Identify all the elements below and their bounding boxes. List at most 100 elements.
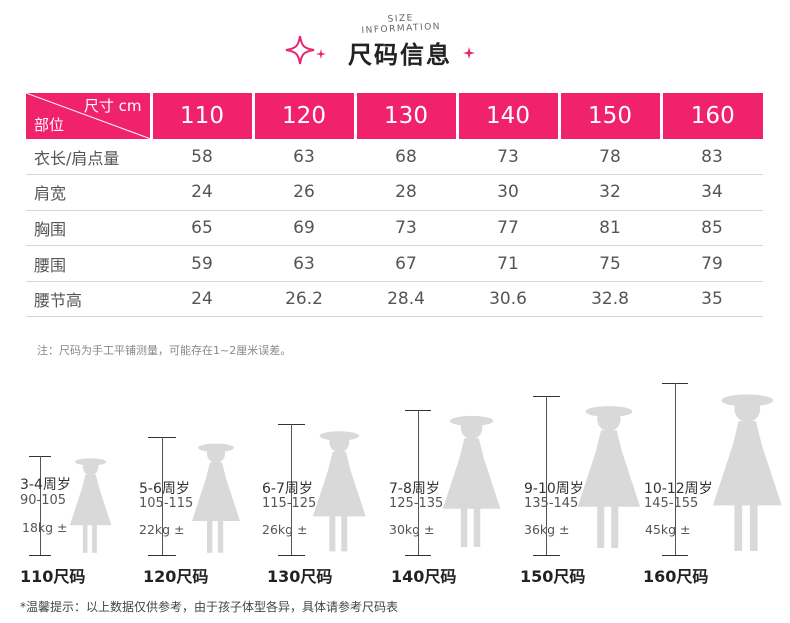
row-label: 肩宽 bbox=[26, 174, 151, 211]
age-label: 5-6周岁 bbox=[139, 481, 190, 497]
table-cell: 65 bbox=[151, 210, 253, 247]
height-marker-bottom bbox=[148, 555, 176, 556]
size-column-header: 130 bbox=[355, 93, 459, 139]
height-marker-line bbox=[291, 424, 292, 556]
table-cell: 77 bbox=[457, 210, 559, 247]
table-cell: 32.8 bbox=[559, 281, 661, 318]
size-column-header: 110 bbox=[151, 93, 255, 139]
row-label: 衣长/肩点量 bbox=[26, 139, 151, 176]
weight-label: 26kg ± bbox=[262, 522, 308, 537]
size-column-header: 140 bbox=[457, 93, 561, 139]
size-label: 150尺码 bbox=[520, 567, 586, 586]
table-cell: 58 bbox=[151, 139, 253, 176]
height-marker-bottom bbox=[29, 555, 51, 556]
table-cell: 73 bbox=[355, 210, 457, 247]
table-cell: 35 bbox=[661, 281, 763, 318]
size-column-header: 120 bbox=[253, 93, 357, 139]
row-label: 胸围 bbox=[26, 210, 151, 247]
table-cell: 75 bbox=[559, 245, 661, 282]
table-cell: 24 bbox=[151, 174, 253, 211]
table-cell: 83 bbox=[661, 139, 763, 176]
table-cell: 63 bbox=[253, 139, 355, 176]
table-cell: 26.2 bbox=[253, 281, 355, 318]
sparkle-icon bbox=[463, 47, 475, 59]
table-row: 胸围 65 69 73 77 81 85 bbox=[26, 210, 763, 247]
height-range-label: 145-155 bbox=[644, 496, 699, 511]
height-marker-line bbox=[675, 383, 676, 556]
height-marker-bottom bbox=[405, 555, 431, 556]
corner-part-label: 部位 bbox=[34, 116, 65, 134]
row-label: 腰节高 bbox=[26, 281, 151, 318]
table-cell: 34 bbox=[661, 174, 763, 211]
table-row: 腰节高 24 26.2 28.4 30.6 32.8 35 bbox=[26, 281, 763, 318]
table-cell: 30.6 bbox=[457, 281, 559, 318]
size-table: 尺寸 cm 部位 110 120 130 140 150 160 衣长/肩点量 … bbox=[26, 93, 763, 318]
girl-silhouette-icon bbox=[712, 394, 782, 551]
table-cell: 63 bbox=[253, 245, 355, 282]
table-cell: 59 bbox=[151, 245, 253, 282]
size-column-header: 150 bbox=[559, 93, 663, 139]
table-cell: 28.4 bbox=[355, 281, 457, 318]
age-label: 6-7周岁 bbox=[262, 481, 313, 497]
height-marker-line bbox=[40, 456, 41, 556]
size-label: 160尺码 bbox=[643, 567, 709, 586]
table-cell: 67 bbox=[355, 245, 457, 282]
height-range-label: 125-135 bbox=[389, 496, 444, 511]
height-range-label: 105-115 bbox=[139, 496, 194, 511]
table-cell: 26 bbox=[253, 174, 355, 211]
age-label: 10-12周岁 bbox=[644, 481, 713, 497]
girl-silhouette-icon bbox=[69, 458, 112, 553]
table-cell: 69 bbox=[253, 210, 355, 247]
girl-silhouette-icon bbox=[192, 443, 240, 553]
subtitle: SIZE INFORMATION bbox=[361, 13, 442, 37]
height-marker-line bbox=[162, 437, 163, 556]
age-label: 9-10周岁 bbox=[524, 481, 584, 497]
height-range-label: 115-125 bbox=[262, 496, 317, 511]
table-row: 衣长/肩点量 58 63 68 73 78 83 bbox=[26, 139, 763, 176]
footer-note: *温馨提示：以上数据仅供参考，由于孩子体型各异，具体请参考尺码表 bbox=[20, 600, 399, 614]
table-row: 腰围 59 63 67 71 75 79 bbox=[26, 245, 763, 282]
table-row: 肩宽 24 26 28 30 32 34 bbox=[26, 174, 763, 211]
age-label: 3-4周岁 bbox=[20, 477, 71, 493]
size-label: 140尺码 bbox=[391, 567, 457, 586]
girl-silhouette-icon bbox=[442, 415, 501, 547]
table-header-row: 尺寸 cm 部位 110 120 130 140 150 160 bbox=[26, 93, 763, 139]
table-cell: 32 bbox=[559, 174, 661, 211]
page-title: 尺码信息 bbox=[348, 41, 452, 69]
size-label: 110尺码 bbox=[20, 567, 86, 586]
table-cell: 24 bbox=[151, 281, 253, 318]
sparkle-icon bbox=[316, 49, 326, 59]
weight-label: 36kg ± bbox=[524, 522, 570, 537]
size-column-header: 160 bbox=[661, 93, 763, 139]
girl-silhouette-icon bbox=[577, 406, 641, 549]
height-marker-line bbox=[546, 396, 547, 556]
height-marker-line bbox=[418, 410, 419, 556]
table-cell: 85 bbox=[661, 210, 763, 247]
weight-label: 45kg ± bbox=[645, 522, 691, 537]
page-header: SIZE INFORMATION 尺码信息 bbox=[0, 0, 790, 80]
size-label: 120尺码 bbox=[143, 567, 209, 586]
weight-label: 30kg ± bbox=[389, 522, 435, 537]
sparkle-icon bbox=[285, 35, 315, 65]
corner-diagonal bbox=[26, 93, 151, 139]
height-marker-bottom bbox=[533, 555, 560, 556]
table-cell: 28 bbox=[355, 174, 457, 211]
corner-size-label: 尺寸 cm bbox=[83, 97, 142, 115]
height-marker-bottom bbox=[278, 555, 305, 556]
table-cell: 71 bbox=[457, 245, 559, 282]
table-cell: 81 bbox=[559, 210, 661, 247]
age-label: 7-8周岁 bbox=[389, 481, 440, 497]
table-corner-cell: 尺寸 cm 部位 bbox=[26, 93, 153, 139]
height-range-label: 135-145 bbox=[524, 496, 579, 511]
size-label: 130尺码 bbox=[267, 567, 333, 586]
weight-label: 18kg ± bbox=[22, 520, 68, 535]
row-label: 腰围 bbox=[26, 245, 151, 282]
table-cell: 79 bbox=[661, 245, 763, 282]
table-cell: 30 bbox=[457, 174, 559, 211]
girl-silhouette-icon bbox=[312, 431, 366, 552]
height-range-label: 90-105 bbox=[20, 493, 67, 508]
measurement-note: 注：尺码为手工平铺测量，可能存在1~2厘米误差。 bbox=[37, 344, 292, 357]
height-marker-bottom bbox=[662, 555, 688, 556]
weight-label: 22kg ± bbox=[139, 522, 185, 537]
table-cell: 68 bbox=[355, 139, 457, 176]
